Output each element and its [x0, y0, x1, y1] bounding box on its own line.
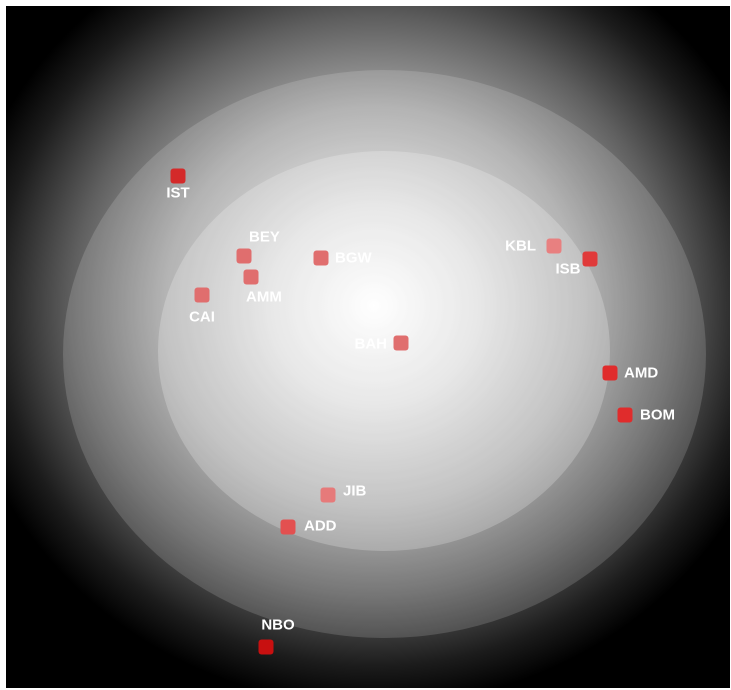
- airport-label-bgw: BGW: [335, 249, 372, 267]
- airport-label-bey: BEY: [249, 228, 280, 246]
- airport-marker-amd[interactable]: [602, 365, 618, 381]
- airport-marker-bgw[interactable]: [313, 250, 329, 266]
- airport-label-bah: BAH: [354, 335, 388, 353]
- outer-zone: [63, 70, 706, 638]
- airport-label-amm: AMM: [246, 288, 282, 306]
- airport-label-jib: JIB: [343, 482, 367, 500]
- airport-label-ist: IST: [166, 184, 190, 202]
- airport-label-cai: CAI: [189, 308, 215, 326]
- airport-marker-jib[interactable]: [320, 487, 336, 503]
- airport-marker-ist[interactable]: [170, 168, 186, 184]
- airport-label-kbl: KBL: [505, 237, 536, 255]
- airport-marker-bom[interactable]: [617, 407, 633, 423]
- airport-marker-kbl[interactable]: [546, 238, 562, 254]
- airport-label-add: ADD: [304, 517, 337, 535]
- airport-map: IST BEY AMM CAI BGW KBL ISB BAH AMD BOM JIB ADD NBO: [6, 6, 730, 688]
- airport-marker-add[interactable]: [280, 519, 296, 535]
- airport-label-nbo: NBO: [261, 616, 295, 634]
- airport-marker-cai[interactable]: [194, 287, 210, 303]
- inner-zone: [158, 151, 610, 551]
- airport-marker-nbo[interactable]: [258, 639, 274, 655]
- airport-marker-amm[interactable]: [243, 269, 259, 285]
- airport-marker-bah[interactable]: [393, 335, 409, 351]
- airport-label-amd: AMD: [624, 364, 659, 382]
- airport-label-bom: BOM: [640, 406, 675, 424]
- airport-marker-isb[interactable]: [582, 251, 598, 267]
- airport-label-isb: ISB: [555, 260, 581, 278]
- airport-marker-bey[interactable]: [236, 248, 252, 264]
